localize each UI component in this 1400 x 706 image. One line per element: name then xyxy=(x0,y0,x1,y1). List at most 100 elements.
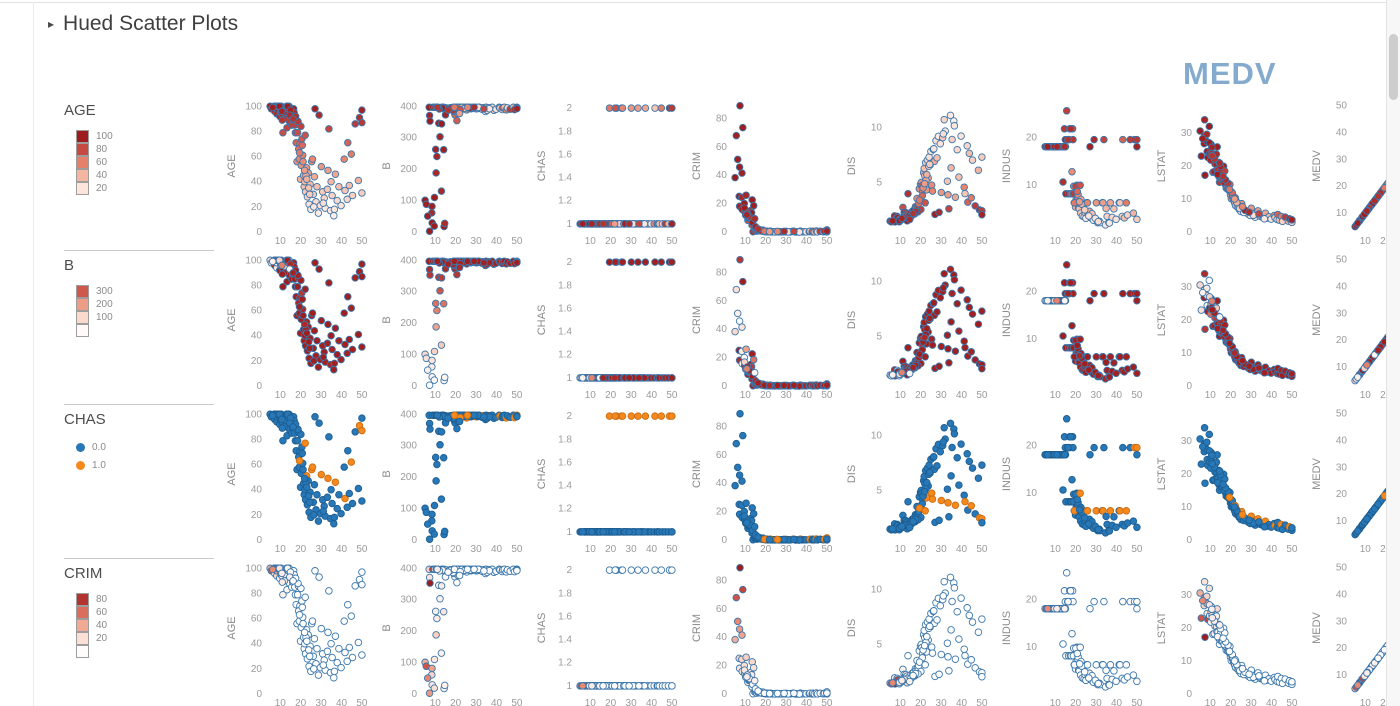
scatter-point xyxy=(920,487,929,496)
vertical-scrollbar[interactable] xyxy=(1386,0,1400,706)
x-tick-label: 40 xyxy=(956,698,968,706)
section-header[interactable]: ▸ Hued Scatter Plots xyxy=(48,12,238,36)
scatter-point xyxy=(1133,597,1141,606)
scatter-point xyxy=(939,592,948,600)
scatter-point xyxy=(930,299,938,307)
y-tick-label: 0 xyxy=(256,381,262,392)
x-tick-label: 40 xyxy=(801,544,813,555)
scatter-point xyxy=(439,145,448,154)
x-tick-label: 20 xyxy=(605,698,617,706)
scatter-point xyxy=(330,513,339,522)
scatter-point xyxy=(345,643,354,652)
y-tick-label: 20 xyxy=(1336,181,1348,192)
scatter-point xyxy=(750,214,759,223)
scatter-point xyxy=(437,582,446,590)
collapse-icon[interactable]: ▸ xyxy=(48,17,55,31)
scatter-point xyxy=(905,523,914,532)
y-tick-label: 200 xyxy=(400,164,417,175)
scatter-point xyxy=(1106,353,1115,361)
x-tick-label: 30 xyxy=(471,698,483,706)
scatter-point xyxy=(1197,152,1206,160)
scatter-point xyxy=(968,464,977,472)
scatter-point xyxy=(1100,597,1108,606)
y-tick-label: 2 xyxy=(566,103,572,114)
scatter-point xyxy=(1205,584,1214,593)
scatter-point xyxy=(578,374,587,382)
scatter-point xyxy=(610,528,619,536)
scatter-point xyxy=(930,453,938,461)
scatter-panel-crim-lstat: LSTAT 0 10 20 30 10 20 30 40 50 xyxy=(1152,558,1307,706)
scatter-point xyxy=(428,202,436,211)
scatter-panel-crim-b: B 0 100 200 300 400 10 20 30 40 50 xyxy=(377,558,532,706)
legend-label: 40 xyxy=(96,170,108,181)
legend-swatch xyxy=(76,130,89,143)
y-tick-label: 0 xyxy=(256,689,262,700)
legend-label: 100 xyxy=(96,131,113,142)
scatter-point xyxy=(732,285,741,294)
scatter-point xyxy=(1092,661,1101,669)
scatter-point xyxy=(968,156,977,164)
y-tick-label: 1 xyxy=(566,681,572,692)
y-axis-label: CHAS xyxy=(536,459,548,490)
scatter-point xyxy=(599,374,607,382)
y-tick-label: 0 xyxy=(1186,689,1192,700)
scatter-point xyxy=(651,258,659,266)
y-tick-label: 1 xyxy=(566,527,572,538)
scatter-point xyxy=(1094,525,1103,534)
scatter-point xyxy=(1085,366,1093,374)
scatter-point xyxy=(344,292,352,301)
legend-label: 1.0 xyxy=(92,459,106,471)
scatter-point xyxy=(513,566,521,575)
scatter-point xyxy=(330,667,339,676)
scatter-point xyxy=(1201,633,1209,641)
y-tick-label: 0 xyxy=(256,535,262,546)
scatter-point xyxy=(1255,672,1263,680)
scatter-point xyxy=(933,308,941,316)
scatter-point xyxy=(1255,210,1263,218)
scatter-point xyxy=(1133,296,1141,305)
x-tick-label: 30 xyxy=(781,236,793,247)
scatter-point xyxy=(928,495,937,503)
scatter-point xyxy=(948,135,956,144)
y-tick-label: 100 xyxy=(400,504,417,515)
scatter-point xyxy=(325,125,333,133)
scatter-point xyxy=(888,371,897,379)
scatter-point xyxy=(432,323,440,331)
scatter-point xyxy=(733,309,742,318)
scatter-point xyxy=(731,635,739,644)
scatter-point xyxy=(790,689,798,698)
scatter-point xyxy=(921,507,929,515)
scatter-panel-chas-b: B 0 100 200 300 400 10 20 30 40 50 xyxy=(377,404,532,558)
scatter-point xyxy=(635,374,643,382)
scatter-point xyxy=(935,362,943,371)
scatter-point xyxy=(313,490,321,499)
scatter-point xyxy=(731,327,739,336)
scatter-point xyxy=(909,209,917,218)
scrollbar-thumb[interactable] xyxy=(1389,34,1398,100)
scatter-point xyxy=(1122,661,1131,669)
scatter-point xyxy=(1086,296,1094,305)
scatter-panel-chas-dis: DIS 5 10 10 20 30 40 50 xyxy=(842,404,997,558)
scatter-point xyxy=(635,528,643,536)
y-tick-label: 1.2 xyxy=(558,350,572,361)
y-tick-label: 40 xyxy=(251,485,263,496)
x-tick-label: 10 xyxy=(585,236,597,247)
scatter-point xyxy=(1208,605,1216,613)
scatter-point xyxy=(733,463,742,472)
scatter-point xyxy=(348,191,357,200)
scatter-point xyxy=(1116,661,1124,669)
scatter-panel-b-crim: CRIM 0 20 40 60 80 10 20 30 40 50 xyxy=(687,250,842,404)
y-axis-label: CRIM xyxy=(691,460,703,488)
scatter-point xyxy=(904,189,912,198)
scatter-point xyxy=(425,689,434,697)
y-tick-label: 10 xyxy=(1336,208,1348,219)
y-tick-label: 60 xyxy=(251,306,263,317)
legend-swatch xyxy=(76,142,89,156)
y-tick-label: 20 xyxy=(251,664,263,675)
y-tick-label: 0 xyxy=(411,381,417,392)
scatter-point xyxy=(293,128,302,137)
scatter-point xyxy=(944,653,952,661)
y-tick-label: 40 xyxy=(716,324,728,335)
scatter-point xyxy=(578,528,587,536)
scatter-point xyxy=(423,520,432,528)
